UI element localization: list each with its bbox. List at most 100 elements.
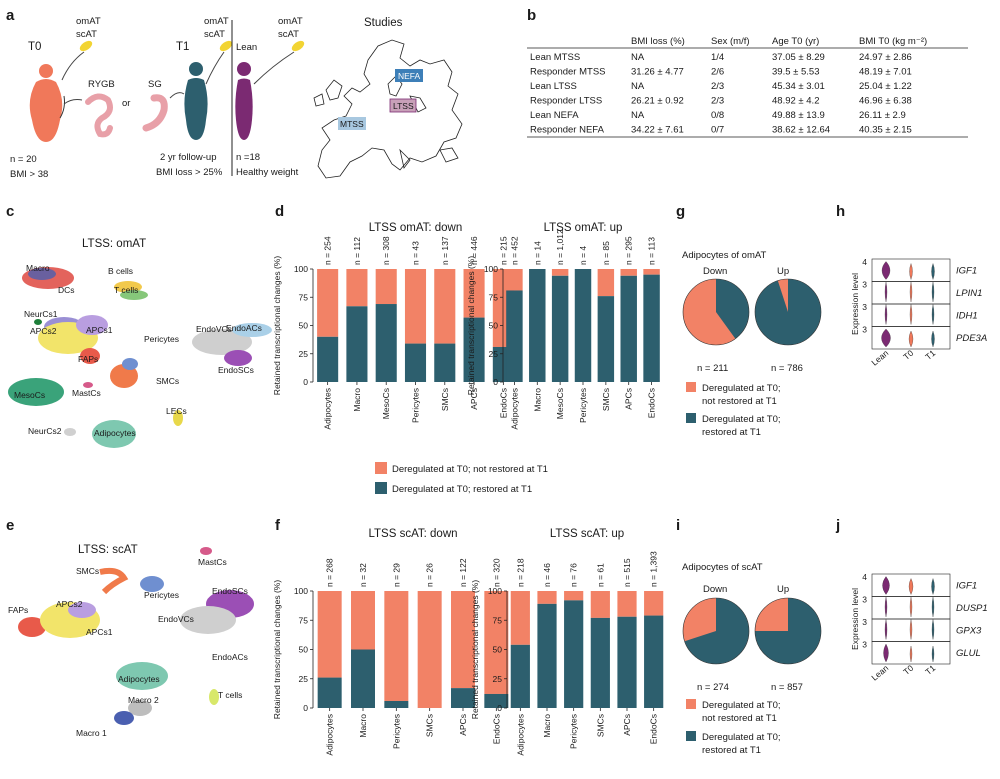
x-tick-label: SMCs: [595, 714, 605, 737]
violin-tick-label: 3: [862, 280, 867, 290]
bar-not-restored: [590, 591, 610, 618]
n-label: n = 452: [509, 236, 519, 265]
violin-shape: [881, 328, 891, 348]
pie-i-leg2b: restored at T1: [702, 745, 761, 756]
pie-g-down: Down: [703, 266, 727, 277]
legend-restored: Deregulated at T0; restored at T1: [392, 484, 532, 495]
violin-shape: [882, 576, 890, 595]
umap-cluster-label: MesoCs: [14, 390, 45, 400]
violin-shape: [931, 619, 935, 640]
table-cell: 31.26 ± 4.77: [631, 67, 684, 78]
umap-cluster-label: NeurCs2: [28, 426, 62, 436]
umap-cluster-label: FAPs: [78, 354, 98, 364]
umap-cluster-label: EndoACs: [212, 652, 248, 662]
x-tick-label: Pericytes: [569, 714, 579, 749]
violin-group-label: Lean: [869, 348, 890, 368]
omat-label-lean: omAT: [278, 16, 303, 27]
gene-label: DUSP1: [956, 603, 988, 614]
y-tick-label: 0: [493, 377, 498, 387]
umap-cluster-label: B cells: [108, 266, 133, 276]
n-label: n = 14: [532, 241, 542, 265]
panel-a-label: a: [6, 7, 15, 24]
table-cell: 49.88 ± 13.9: [772, 110, 825, 121]
pie-i-up: [754, 597, 822, 665]
n-label: n = 446: [469, 236, 479, 265]
bar-restored: [384, 700, 409, 708]
bar-restored: [597, 296, 615, 382]
bar-restored: [551, 275, 569, 382]
bar-not-restored: [597, 269, 615, 297]
lean-label: Lean: [236, 42, 257, 53]
bar-not-restored: [537, 591, 557, 604]
umap-cluster-label: DCs: [58, 285, 75, 295]
violin-tick-label: 4: [862, 257, 867, 267]
n-label: n = 295: [624, 236, 634, 265]
bmi-t0-label: BMI > 38: [10, 169, 48, 180]
umap-cluster-label: EndoACs: [226, 323, 262, 333]
x-tick-label: SMCs: [601, 388, 611, 411]
n-label: n = 61: [595, 563, 605, 587]
rygb-label: RYGB: [88, 79, 115, 90]
n-label: n = 43: [411, 241, 421, 265]
pie-i-swatch-1: [686, 699, 696, 709]
pie-g-leg1a: Deregulated at T0;: [702, 383, 781, 394]
bar-restored: [564, 600, 584, 708]
x-tick-label: EndoCs: [498, 388, 508, 418]
stacked-bar-chart: LTSS omAT: down 0 25 50 75 100 Retained transc…: [272, 222, 514, 430]
x-tick-label: Adipocytes: [509, 388, 519, 430]
tissue-sample-icon: [79, 40, 93, 52]
pie-g-title: Adipocytes of omAT: [682, 250, 767, 261]
y-axis-label: Retained transcriptional changes (%): [272, 580, 282, 720]
y-tick-label: 0: [303, 377, 308, 387]
pie-g-swatch-1: [686, 382, 696, 392]
table-cell: Responder NEFA: [530, 125, 605, 136]
bar-not-restored: [620, 269, 637, 276]
x-tick-label: Macro: [352, 388, 362, 412]
y-tick-label: 50: [299, 645, 309, 655]
n-label: n = 26: [425, 563, 435, 587]
bar-restored: [484, 693, 509, 708]
table-cell: 40.35 ± 2.15: [859, 125, 912, 136]
pie-g-n-down: n = 211: [697, 363, 728, 374]
bar-restored: [620, 275, 637, 382]
pie-i-title: Adipocytes of scAT: [682, 562, 763, 573]
y-tick-label: 75: [489, 292, 499, 302]
omat-label-t1: omAT: [204, 16, 229, 27]
n-t0-label: n = 20: [10, 154, 37, 165]
n-label: n = 112: [352, 237, 362, 265]
gene-label: GPX3: [956, 625, 982, 636]
gene-label: IDH1: [956, 310, 978, 321]
europe-map: [313, 39, 463, 179]
umap-cluster-label: MastCs: [72, 388, 101, 398]
person-lean-icon: [235, 62, 253, 140]
umap-cluster-label: Pericytes: [144, 334, 179, 344]
table-cell: 34.22 ± 7.61: [631, 125, 684, 136]
bar-restored: [590, 617, 610, 708]
pie-i-leg2a: Deregulated at T0;: [702, 732, 781, 743]
x-tick-label: EndoCs: [647, 388, 657, 418]
umap-cluster-label: Adipocytes: [94, 428, 136, 438]
bar-restored: [506, 290, 523, 382]
umap-cluster-label: SMCs: [156, 376, 179, 386]
tissue-sample-icon: [291, 40, 305, 52]
umap-e-title: LTSS: scAT: [78, 544, 138, 556]
table-cell: 2/3: [711, 96, 724, 107]
bar-not-restored: [484, 591, 509, 694]
gene-label: LPIN1: [956, 288, 982, 299]
violin-group-label: Lean: [869, 663, 890, 683]
umap-cluster-label: Macro: [26, 263, 50, 273]
umap-cluster-label: APCs1: [86, 325, 113, 335]
x-tick-label: Adipocytes: [323, 388, 333, 430]
pie-i-n-down: n = 274: [697, 682, 729, 693]
table-cell: NA: [631, 52, 645, 63]
x-tick-label: Pericytes: [391, 714, 401, 749]
bar-not-restored: [564, 591, 584, 601]
n-label: n = 268: [325, 558, 335, 587]
healthy-label: Healthy weight: [236, 167, 299, 178]
umap-cluster-label: APCs2: [56, 599, 83, 609]
tissue-sample-icon: [219, 40, 233, 52]
panel-b-label: b: [527, 7, 536, 24]
bar-not-restored: [643, 269, 660, 275]
panel-j-label: j: [835, 517, 840, 534]
